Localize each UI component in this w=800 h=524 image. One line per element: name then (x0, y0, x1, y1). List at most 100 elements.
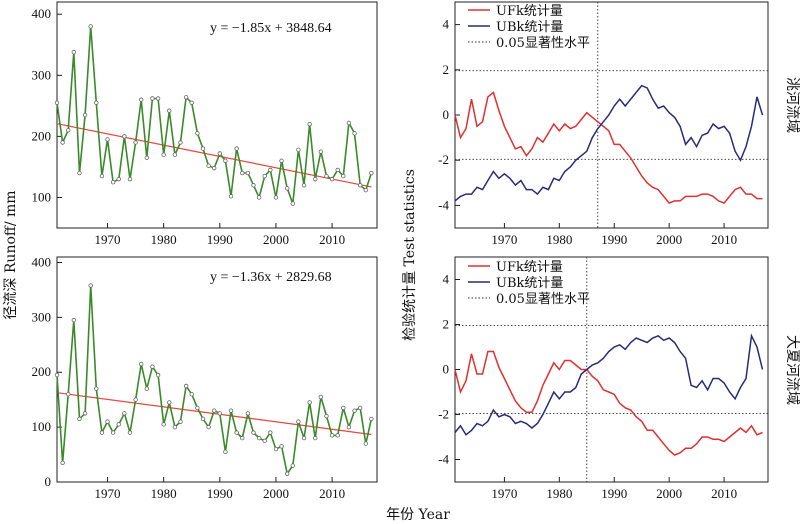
runoff-data-point (133, 140, 138, 145)
runoff-data-point (127, 176, 133, 182)
runoff-data-point (223, 158, 228, 164)
y-tick-label: 300 (32, 67, 52, 82)
x-tick-label: 2010 (711, 486, 737, 501)
runoff-data-point (234, 430, 239, 435)
runoff-data-point (178, 419, 183, 424)
runoff-data-point (217, 151, 223, 156)
runoff-data-point (82, 411, 88, 416)
runoff-data-point (99, 430, 105, 435)
runoff-data-point (245, 411, 251, 416)
runoff-data-point (88, 24, 93, 29)
runoff-data-point (66, 128, 71, 133)
y-tick-label: -2 (438, 407, 449, 422)
legend-label: UFk统计量 (496, 4, 563, 19)
runoff-data-point (155, 96, 161, 101)
runoff-data-point (273, 195, 279, 200)
runoff-data-point (318, 149, 324, 154)
runoff-data-point (313, 176, 318, 182)
x-tick-label: 1990 (207, 232, 233, 247)
runoff-data-point (357, 183, 363, 188)
y-tick-label: 2 (443, 317, 450, 332)
runoff-data-point (167, 108, 172, 113)
runoff-data-point (110, 430, 116, 435)
y-tick-label: 300 (32, 309, 52, 324)
runoff-data-point (183, 383, 189, 389)
runoff-data-point (369, 170, 374, 176)
runoff-data-point (329, 433, 335, 438)
runoff-data-point (211, 165, 217, 171)
runoff-data-point (256, 435, 262, 441)
runoff-data-point (77, 416, 82, 422)
y-tick-label: 200 (32, 364, 52, 379)
runoff-data-point (341, 405, 346, 411)
runoff-data-point (195, 131, 200, 136)
runoff-data-point (172, 152, 178, 157)
runoff-data-point (54, 372, 60, 378)
y-tick-label: 100 (32, 419, 52, 434)
runoff-data-point (279, 444, 284, 449)
runoff-data-point (200, 146, 206, 151)
runoff-data-point (251, 183, 256, 188)
runoff-data-point (262, 438, 267, 444)
basin-label: 洮河流域 (784, 77, 800, 133)
basin-label: 大夏河流域 (784, 335, 800, 405)
right-y-axis-label: 检验统计量 Test statistics (402, 169, 418, 341)
runoff-data-point (363, 187, 368, 193)
runoff-data-point (341, 173, 346, 179)
runoff-data-point (240, 435, 245, 441)
runoff-data-point (122, 411, 127, 416)
runoff-data-point (161, 152, 166, 157)
runoff-data-point (369, 416, 374, 422)
runoff-data-point (189, 391, 194, 397)
runoff-data-point (262, 173, 267, 179)
runoff-series-line (56, 285, 373, 476)
runoff-data-point (178, 140, 183, 145)
runoff-data-point (290, 463, 295, 468)
runoff-data-point (139, 97, 144, 102)
x-tick-label: 2000 (656, 232, 682, 247)
runoff-data-point (150, 364, 155, 369)
runoff-data-point (352, 408, 357, 413)
y-tick-label: 4 (443, 272, 450, 287)
runoff-data-point (139, 361, 144, 367)
runoff-data-point (240, 170, 245, 176)
legend-label: 0.05显著性水平 (496, 292, 590, 307)
ufk-series-line (454, 350, 763, 456)
runoff-data-point (133, 397, 138, 402)
x-tick-label: 1990 (601, 232, 627, 247)
x-tick-label: 2000 (656, 486, 682, 501)
x-tick-label: 1970 (491, 486, 517, 501)
runoff-data-point (54, 100, 60, 105)
runoff-data-point (110, 179, 116, 185)
x-tick-label: 1970 (95, 486, 121, 501)
runoff-data-point (245, 170, 251, 176)
runoff-data-point (256, 195, 262, 200)
runoff-data-point (268, 430, 273, 435)
runoff-data-point (228, 194, 234, 199)
y-tick-label: 0 (443, 107, 450, 122)
runoff-data-point (273, 446, 279, 452)
runoff-data-point (155, 372, 161, 378)
runoff-data-point (301, 183, 307, 188)
runoff-top-panel: 1970 1980 1990 2000 2010 100 200 300 400 y = −1.8… (32, 1, 378, 247)
trend-line (56, 123, 372, 188)
runoff-data-point (217, 411, 223, 416)
x-tick-label: 1980 (151, 232, 177, 247)
runoff-bottom-panel: 1970 1980 1990 2000 2010 0 100 200 300 400 y = −1.… (32, 254, 378, 501)
runoff-data-point (88, 283, 93, 288)
x-tick-label: 1970 (491, 232, 517, 247)
mk-top-panel: 1970 1980 1990 2000 2010 -4 -2 0 2 4 UFk统计量UBk统计量0… (438, 1, 800, 247)
runoff-data-point (296, 147, 301, 153)
runoff-data-point (335, 433, 340, 438)
runoff-data-point (144, 155, 150, 160)
runoff-data-point (346, 424, 352, 430)
runoff-data-point (329, 176, 335, 182)
mk-bottom-panel: 1970 1980 1990 2000 2010 -4 -2 0 2 4 UFk统计量UBk统计量0… (438, 256, 800, 501)
legend-label: UBk统计量 (496, 20, 563, 35)
x-tick-label: 2010 (319, 232, 345, 247)
x-tick-label: 1980 (546, 232, 572, 247)
runoff-data-point (71, 49, 77, 55)
runoff-data-point (189, 100, 194, 105)
runoff-data-point (105, 419, 110, 424)
